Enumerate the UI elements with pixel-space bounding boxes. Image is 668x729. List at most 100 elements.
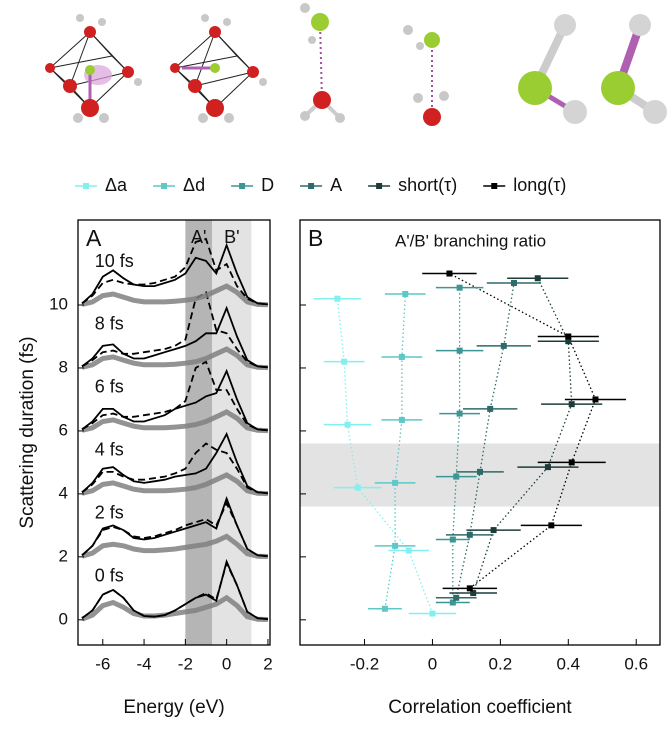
- data-point: [477, 468, 483, 475]
- illustration-part: [76, 14, 84, 22]
- illustration-part: [73, 113, 83, 123]
- y-tick-label: 10: [49, 294, 68, 313]
- ensemble-spectrum: [81, 283, 268, 308]
- x-tick-label: -2: [178, 654, 193, 673]
- ensemble-spectrum: [81, 533, 268, 559]
- data-point: [568, 401, 575, 408]
- legend-label: Δd: [183, 175, 205, 195]
- data-point: [392, 542, 399, 549]
- illustration-part: [423, 108, 441, 126]
- connector-line: [336, 298, 434, 614]
- data-point: [456, 347, 463, 354]
- data-point: [398, 416, 405, 423]
- data-point: [354, 484, 361, 491]
- illustration-part: [403, 25, 413, 35]
- illustration-part: [49, 55, 113, 69]
- y-tick-label: 2: [59, 546, 68, 565]
- plot-frame: [299, 219, 661, 646]
- data-point: [565, 333, 572, 340]
- illustration-part: [170, 63, 180, 73]
- data-point: [490, 527, 497, 534]
- x-tick-label: 0.4: [556, 654, 580, 673]
- x-tick-label: 2: [263, 654, 272, 673]
- legend-label: long(τ): [513, 175, 566, 195]
- data-point: [429, 610, 436, 617]
- dashed-spectrum: [81, 560, 268, 621]
- illustration-part: [194, 31, 216, 87]
- data-point: [449, 536, 456, 543]
- solid-spectrum: [81, 305, 268, 369]
- legend-marker: [239, 183, 246, 189]
- illustration-part: [439, 91, 449, 101]
- y-axis-label: Scattering duration (fs): [17, 336, 38, 528]
- data-point: [449, 599, 456, 606]
- illustration-part: [63, 79, 77, 93]
- illustration-part: [69, 31, 91, 87]
- legend-marker: [308, 183, 315, 189]
- illustration-part: [247, 66, 259, 78]
- band-label: B': [224, 227, 239, 247]
- dashed-spectrum: [81, 501, 268, 558]
- x-axis-label: Correlation coefficient: [388, 697, 572, 718]
- data-point: [544, 464, 551, 471]
- connector-line: [472, 277, 573, 594]
- illustration-part: [201, 14, 209, 22]
- x-tick-label: 0: [428, 654, 437, 673]
- illustration-part: [224, 113, 234, 123]
- energy-band: [212, 220, 252, 645]
- data-point: [334, 295, 341, 302]
- data-point: [565, 338, 572, 345]
- data-point: [470, 590, 477, 597]
- molecule-illustrations: [45, 3, 667, 126]
- data-point: [500, 342, 507, 349]
- legend-label: A: [330, 175, 342, 195]
- ensemble-spectrum: [81, 346, 268, 371]
- data-point: [534, 275, 541, 282]
- solid-spectrum: [81, 368, 268, 432]
- x-tick-label: 0.6: [624, 654, 648, 673]
- illustration-part: [198, 113, 208, 123]
- illustration-part: [98, 18, 106, 26]
- illustration-part: [174, 55, 238, 69]
- connector-line: [449, 272, 597, 589]
- illustration-part: [209, 26, 221, 38]
- data-point: [466, 531, 473, 538]
- panel-title: A'/B' branching ratio: [395, 231, 546, 250]
- duration-label: 10 fs: [95, 251, 134, 271]
- ensemble-spectrum: [81, 409, 268, 434]
- illustration-part: [210, 63, 220, 73]
- duration-label: 2 fs: [95, 503, 124, 523]
- illustration-part: [311, 13, 329, 31]
- data-point: [592, 396, 599, 403]
- data-point: [453, 473, 460, 480]
- illustration-part: [206, 99, 224, 117]
- x-tick-label: 0.2: [489, 654, 513, 673]
- data-point: [402, 290, 409, 297]
- data-point: [568, 459, 575, 466]
- x-tick-label: -0.2: [350, 654, 379, 673]
- duration-label: 8 fs: [95, 314, 124, 334]
- duration-label: 6 fs: [95, 377, 124, 397]
- illustration-part: [601, 71, 635, 105]
- plot-area: A' B' 0 fs 2 fs 4 fs 6 fs 8 fs 10 fs -6 -4 -2 0 2 0 2 4…: [17, 175, 661, 718]
- legend-label: Δa: [105, 175, 128, 195]
- legend-label: D: [261, 175, 274, 195]
- illustration-part: [335, 113, 345, 123]
- legend-marker: [491, 183, 498, 189]
- data-point: [548, 522, 555, 529]
- illustration-part: [413, 93, 423, 103]
- illustration-part: [424, 32, 440, 48]
- illustration-part: [300, 3, 310, 13]
- illustration-part: [188, 79, 202, 93]
- y-tick-label: 4: [59, 483, 68, 502]
- data-point: [392, 479, 399, 486]
- illustration-part: [643, 100, 667, 124]
- x-axis-label: Energy (eV): [123, 697, 224, 718]
- connector-line: [384, 293, 406, 609]
- plot-frame: [77, 219, 271, 646]
- data-point: [456, 284, 463, 291]
- illustration-part: [99, 113, 109, 123]
- connector-line: [452, 287, 461, 603]
- illustration-part: [45, 63, 55, 73]
